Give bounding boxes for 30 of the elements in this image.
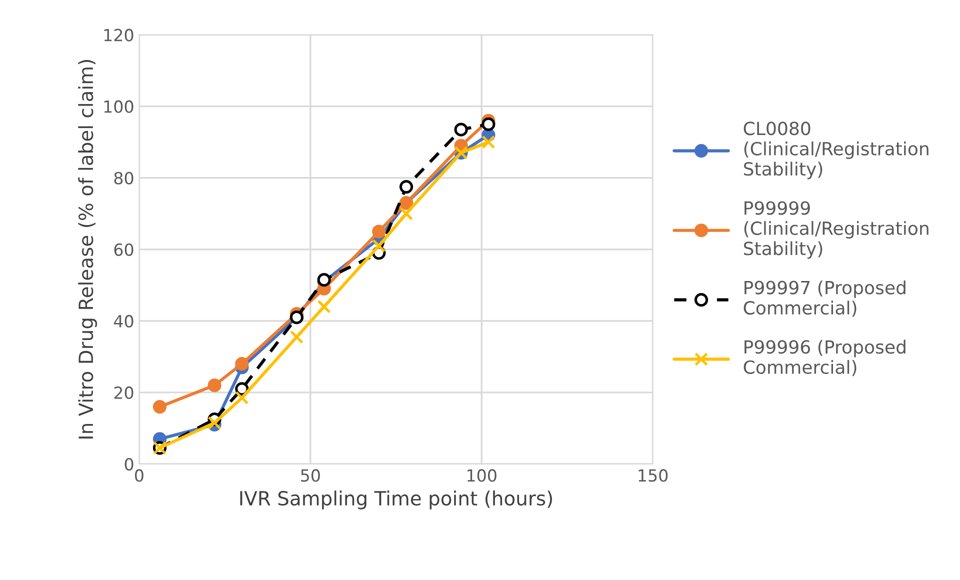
legend-label: CL0080 (Clinical/Registration Stability)	[744, 122, 928, 180]
point	[399, 180, 414, 194]
y-tick-label: 40	[114, 314, 134, 328]
point	[399, 206, 414, 220]
point	[482, 135, 496, 149]
legend-label: P99997 (Proposed Commercial)	[744, 280, 906, 317]
point	[235, 357, 249, 371]
point	[235, 391, 249, 405]
point	[208, 378, 222, 392]
point	[372, 239, 386, 253]
y-tick-label: 60	[114, 243, 134, 256]
x-axis-title: IVR Sampling Time point (hours)	[240, 490, 552, 510]
y-tick-label: 100	[104, 100, 134, 113]
y-tick-label: 20	[114, 386, 134, 400]
x-tick-label: 0	[134, 469, 144, 482]
y-axis-title: In Vitro Drug Release (% of label claim)	[78, 60, 97, 439]
point	[454, 122, 468, 136]
point	[482, 117, 496, 132]
legend-label: P99996 (Proposed Commercial)	[744, 340, 906, 376]
y-tick-label: 0	[124, 458, 134, 471]
point	[290, 330, 304, 344]
point	[317, 300, 331, 314]
x-tick-label: 50	[301, 469, 320, 482]
y-tick-label: 120	[104, 28, 134, 42]
x-tick-label: 150	[638, 469, 668, 482]
x-tick-label: 100	[468, 469, 496, 482]
y-tick-label: 80	[114, 172, 134, 184]
legend-label: P99999 (Clinical/Registration Stability)	[744, 201, 928, 259]
point	[152, 400, 167, 414]
point	[372, 224, 386, 238]
